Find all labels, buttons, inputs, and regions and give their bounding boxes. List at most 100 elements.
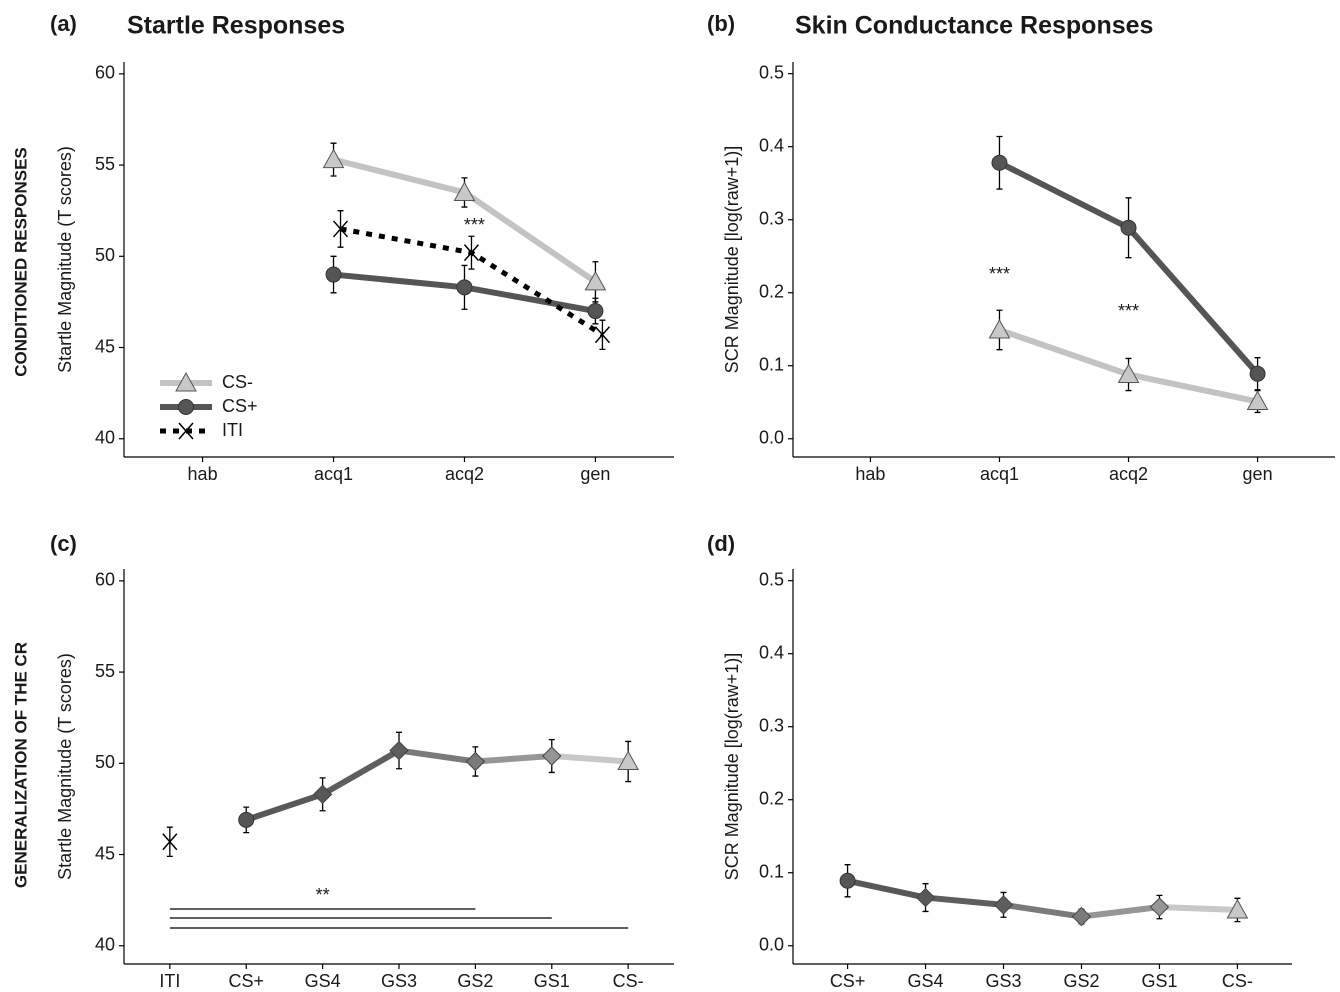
marker-diamond: [1149, 897, 1170, 917]
panel-title: Skin Conductance Responses: [795, 12, 1153, 40]
x-tick-label: CS+: [830, 971, 866, 991]
marker-circle: [587, 303, 604, 320]
marker-circle: [839, 872, 856, 889]
y-tick-label: 45: [95, 336, 115, 356]
line-segment: [1003, 901, 1082, 920]
y-axis-label: Startle Magnitude (T scores): [55, 653, 75, 880]
marker-x: [463, 244, 480, 262]
legend-label: CS-: [222, 372, 253, 392]
x-tick-label: GS1: [1141, 971, 1177, 991]
marker-x: [162, 833, 178, 851]
marker-triangle: [175, 371, 197, 392]
y-tick-label: 0.3: [759, 715, 784, 735]
marker-triangle: [1246, 390, 1269, 411]
y-tick-label: 45: [95, 843, 115, 863]
marker-diamond: [465, 751, 486, 772]
line-segment: [1081, 904, 1160, 920]
line-segment: [1159, 904, 1238, 913]
y-tick-label: 0.2: [759, 281, 784, 301]
y-tick-label: 0.4: [759, 135, 784, 155]
x-tick-label: GS4: [908, 971, 944, 991]
y-tick-label: 0.1: [759, 861, 784, 881]
marker-triangle: [584, 270, 607, 291]
x-tick-label: acq1: [980, 464, 1019, 484]
marker-circle: [1249, 365, 1266, 382]
y-tick-label: 55: [95, 661, 115, 681]
marker-diamond: [915, 887, 936, 908]
x-tick-label: GS2: [457, 971, 493, 991]
y-axis-label: Startle Magnitude (T scores): [55, 146, 75, 373]
marker-triangle: [1226, 898, 1249, 919]
line-segment: [245, 791, 324, 823]
marker-circle: [991, 154, 1008, 171]
line-segment: [475, 753, 552, 765]
x-tick-label: GS3: [381, 971, 417, 991]
marker-diamond: [993, 895, 1014, 915]
y-tick-label: 60: [95, 63, 115, 83]
marker-triangle: [453, 181, 476, 201]
row-label: GENERALIZATION OF THE CR: [11, 642, 30, 888]
marker-triangle: [988, 318, 1011, 339]
x-tick-label: CS+: [228, 971, 264, 991]
x-tick-label: CS-: [1222, 971, 1253, 991]
panel-label: (a): [50, 11, 77, 36]
y-tick-label: 50: [95, 752, 115, 772]
y-tick-label: 40: [95, 428, 115, 448]
x-tick-label: GS1: [534, 971, 570, 991]
line-segment: [846, 877, 927, 901]
line-segment: [321, 747, 401, 797]
y-tick-label: 0.5: [759, 569, 784, 589]
marker-circle: [238, 811, 255, 828]
significance-label: ***: [1118, 301, 1139, 321]
marker-diamond: [1071, 906, 1092, 927]
x-tick-label: hab: [855, 464, 885, 484]
y-tick-label: 0.1: [759, 354, 784, 374]
legend-label: ITI: [222, 420, 243, 440]
marker-triangle: [322, 148, 345, 169]
panel-title: Startle Responses: [127, 12, 345, 40]
marker-x: [594, 326, 610, 344]
marker-x: [178, 422, 194, 440]
x-tick-label: GS2: [1063, 971, 1099, 991]
y-tick-label: 0.2: [759, 788, 784, 808]
y-tick-label: 0.5: [759, 62, 784, 82]
x-tick-label: hab: [188, 464, 218, 484]
y-tick-label: 60: [95, 570, 115, 590]
panel-label: (d): [707, 531, 735, 556]
significance-label: ***: [989, 264, 1010, 284]
x-tick-label: GS4: [305, 971, 341, 991]
line-segment: [398, 747, 476, 765]
y-axis-label: SCR Magnitude [log(raw+1)]: [722, 653, 742, 881]
marker-circle: [325, 266, 342, 283]
marker-circle: [178, 399, 194, 415]
marker-circle: [1120, 219, 1137, 236]
y-tick-label: 0.0: [759, 934, 784, 954]
x-tick-label: acq2: [445, 464, 484, 484]
y-tick-label: 0.4: [759, 642, 784, 662]
y-tick-label: 50: [95, 245, 115, 265]
x-tick-label: acq1: [314, 464, 353, 484]
marker-triangle: [617, 750, 640, 770]
x-tick-label: gen: [1243, 464, 1273, 484]
x-tick-label: acq2: [1109, 464, 1148, 484]
legend-label: CS+: [222, 396, 258, 416]
significance-label: ***: [464, 215, 485, 235]
marker-diamond: [389, 740, 409, 761]
x-tick-label: gen: [580, 464, 610, 484]
x-tick-label: ITI: [159, 971, 180, 991]
significance-label: **: [316, 885, 330, 905]
y-tick-label: 0.0: [759, 427, 784, 447]
line-segment: [925, 894, 1004, 908]
marker-x: [332, 220, 349, 238]
y-tick-label: 55: [95, 154, 115, 174]
marker-triangle: [1117, 363, 1140, 383]
marker-diamond: [312, 784, 333, 805]
marker-circle: [456, 279, 473, 296]
marker-diamond: [542, 746, 562, 766]
y-tick-label: 40: [95, 935, 115, 955]
y-axis-label: SCR Magnitude [log(raw+1)]: [722, 146, 742, 374]
panel-label: (b): [707, 11, 735, 36]
panel-label: (c): [50, 531, 77, 556]
x-tick-label: GS3: [986, 971, 1022, 991]
